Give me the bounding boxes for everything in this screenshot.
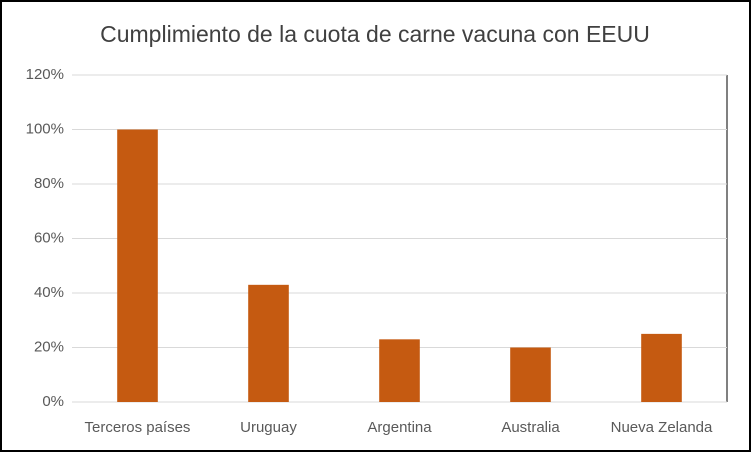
y-tick-label: 40% xyxy=(34,284,64,301)
y-tick-label: 20% xyxy=(34,338,64,355)
bar xyxy=(641,333,682,402)
bar xyxy=(379,339,420,402)
bar xyxy=(248,284,289,402)
bar xyxy=(117,129,158,402)
bar xyxy=(510,347,551,402)
x-tick-label: Uruguay xyxy=(240,419,297,436)
y-tick-label: 0% xyxy=(42,393,64,410)
y-tick-label: 120% xyxy=(26,66,64,83)
y-tick-label: 80% xyxy=(34,175,64,192)
x-tick-label: Nueva Zelanda xyxy=(611,419,713,436)
y-tick-label: 60% xyxy=(34,229,64,246)
x-tick-label: Australia xyxy=(501,419,560,436)
x-tick-label: Terceros países xyxy=(85,419,191,436)
x-tick-label: Argentina xyxy=(367,419,432,436)
y-tick-label: 100% xyxy=(26,120,64,137)
chart-title: Cumplimiento de la cuota de carne vacuna… xyxy=(100,21,650,47)
